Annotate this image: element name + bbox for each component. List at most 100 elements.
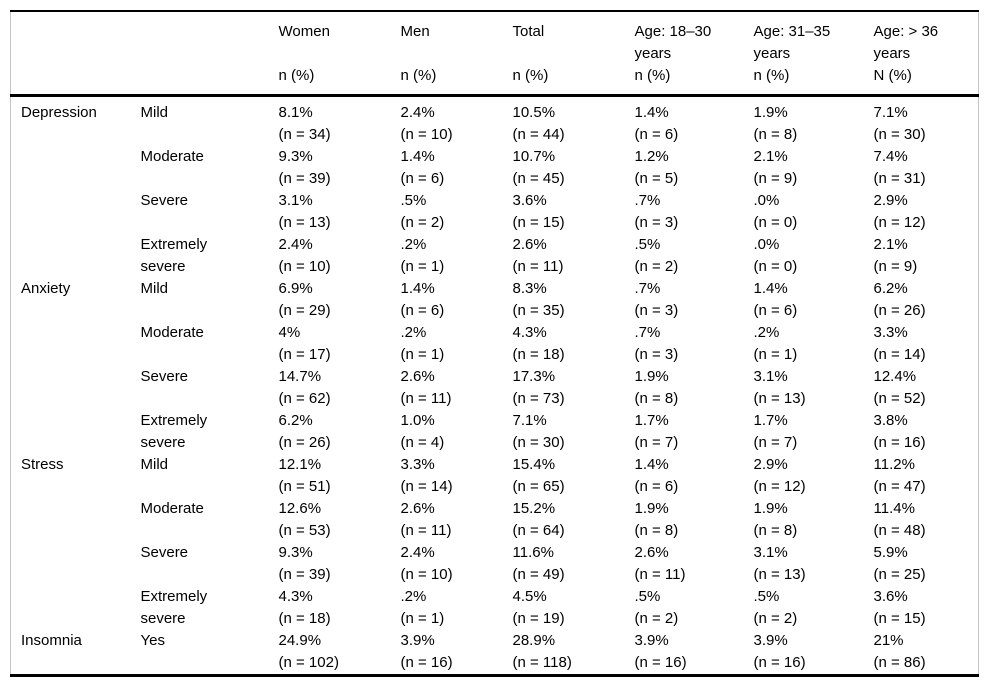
percent-value: 6.9% <box>278 280 313 297</box>
table-cell: 5.9% (n = 25) <box>874 542 979 586</box>
percent-value: 7.1% <box>512 412 547 429</box>
count-value: (n = 86) <box>873 654 926 671</box>
severity-cell: Severe <box>141 542 279 586</box>
table-cell: 10.7% (n = 45) <box>513 146 635 190</box>
percent-value: .2% <box>753 324 780 341</box>
count-value: (n = 62) <box>278 390 331 407</box>
count-value: (n = 15) <box>873 610 926 627</box>
severity-label: Severe <box>140 192 189 209</box>
col-header-title: Women <box>278 23 330 40</box>
severity-label: Mild <box>140 456 169 473</box>
count-value: (n = 11) <box>400 390 452 407</box>
percent-value: .2% <box>400 588 427 605</box>
header-row: Women n (%) Men n (%) Total n (%) Age: 1… <box>10 11 979 97</box>
table-cell: .5% (n = 2) <box>635 586 754 630</box>
count-value: (n = 0) <box>753 258 798 275</box>
severity-cell: Mild <box>141 278 279 322</box>
percent-value: 1.2% <box>634 148 669 165</box>
table-cell: .0% (n = 0) <box>754 190 874 234</box>
col-header-title: Age: > 36 years <box>873 23 939 62</box>
count-value: (n = 13) <box>753 390 806 407</box>
count-value: (n = 73) <box>512 390 565 407</box>
col-header-title: Age: 31–35 years <box>753 23 831 62</box>
count-value: (n = 7) <box>634 434 679 451</box>
table-cell: 4.5% (n = 19) <box>513 586 635 630</box>
table-row: Severe 14.7% (n = 62) 2.6% (n = 11) 17.3% (n =… <box>11 366 979 410</box>
table-cell: 7.1% (n = 30) <box>874 96 979 147</box>
count-value: (n = 1) <box>400 346 445 363</box>
table-cell: 15.2% (n = 64) <box>513 498 635 542</box>
count-value: (n = 15) <box>512 214 565 231</box>
count-value: (n = 18) <box>278 610 331 627</box>
count-value: (n = 44) <box>512 126 565 143</box>
table-cell: 4.3% (n = 18) <box>279 586 401 630</box>
severity-cell: Severe <box>141 366 279 410</box>
table-cell: 1.9% (n = 8) <box>754 498 874 542</box>
percent-value: 3.8% <box>873 412 908 429</box>
percent-value: 2.6% <box>512 236 547 253</box>
corner-cell-category <box>10 11 141 97</box>
count-value: (n = 6) <box>634 126 679 143</box>
percent-value: 3.9% <box>400 632 435 649</box>
severity-cell: Severe <box>141 190 279 234</box>
count-value: (n = 4) <box>400 434 445 451</box>
table-cell: 3.6% (n = 15) <box>874 586 979 630</box>
severity-label: Severe <box>140 544 189 561</box>
severity-label: Moderate <box>140 148 204 165</box>
count-value: (n = 34) <box>278 126 331 143</box>
percent-value: 28.9% <box>512 632 556 649</box>
percent-value: 3.9% <box>753 632 788 649</box>
table-cell: 1.4% (n = 6) <box>401 146 513 190</box>
percent-value: .2% <box>400 324 427 341</box>
table-cell: 2.4% (n = 10) <box>401 96 513 147</box>
col-header-sub: n (%) <box>400 67 437 84</box>
percent-value: 1.7% <box>753 412 788 429</box>
count-value: (n = 26) <box>278 434 331 451</box>
percent-value: 3.1% <box>753 368 788 385</box>
count-value: (n = 64) <box>512 522 565 539</box>
table-cell: 3.9% (n = 16) <box>401 630 513 676</box>
table-cell: 9.3% (n = 39) <box>279 146 401 190</box>
percent-value: 4.5% <box>512 588 547 605</box>
col-header-sub: n (%) <box>512 67 549 84</box>
percent-value: 9.3% <box>278 544 313 561</box>
percent-value: 4% <box>278 324 301 341</box>
table-cell: 11.4% (n = 48) <box>874 498 979 542</box>
table-cell: 2.9% (n = 12) <box>754 454 874 498</box>
percent-value: 3.1% <box>278 192 313 209</box>
table-row: Severe 9.3% (n = 39) 2.4% (n = 10) 11.6% (n = … <box>11 542 979 586</box>
severity-cell: Moderate <box>141 322 279 366</box>
percent-value: 1.9% <box>634 500 669 517</box>
count-value: (n = 2) <box>753 610 798 627</box>
percent-value: .5% <box>400 192 427 209</box>
table-cell: 10.5% (n = 44) <box>513 96 635 147</box>
table-cell: 1.4% (n = 6) <box>635 96 754 147</box>
col-header-age-31-35: Age: 31–35 years n (%) <box>753 11 874 97</box>
table-cell: .2% (n = 1) <box>401 234 513 278</box>
count-value: (n = 0) <box>753 214 798 231</box>
severity-cell: Yes <box>141 630 279 676</box>
percent-value: 1.7% <box>634 412 669 429</box>
percent-value: .5% <box>634 236 661 253</box>
percent-value: .5% <box>753 588 780 605</box>
percent-value: 1.4% <box>400 280 435 297</box>
table-cell: 1.9% (n = 8) <box>635 498 754 542</box>
percent-value: 3.3% <box>873 324 908 341</box>
percent-value: .0% <box>753 236 780 253</box>
table-cell: .7% (n = 3) <box>635 322 754 366</box>
table-cell: 7.1% (n = 30) <box>513 410 635 454</box>
table-row: Depression Mild 8.1% (n = 34) 2.4% (n = 10) 10… <box>11 96 979 147</box>
count-value: (n = 29) <box>278 302 331 319</box>
table-cell: 3.1% (n = 13) <box>754 542 874 586</box>
percent-value: 12.1% <box>278 456 322 473</box>
percent-value: .0% <box>753 192 780 209</box>
percent-value: 10.7% <box>512 148 556 165</box>
count-value: (n = 35) <box>512 302 565 319</box>
table-row: Moderate 9.3% (n = 39) 1.4% (n = 6) 10.7% (n =… <box>11 146 979 190</box>
count-value: (n = 13) <box>278 214 331 231</box>
percent-value: 2.4% <box>400 544 435 561</box>
severity-cell: Mild <box>141 454 279 498</box>
count-value: (n = 7) <box>753 434 798 451</box>
col-header-total: Total n (%) <box>512 11 635 97</box>
percent-value: 9.3% <box>278 148 313 165</box>
